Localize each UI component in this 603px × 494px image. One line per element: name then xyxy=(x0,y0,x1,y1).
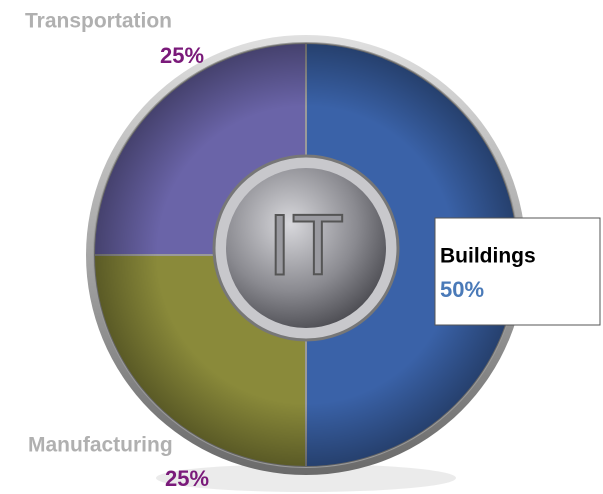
reflection xyxy=(156,464,456,492)
category-label: Transportation xyxy=(25,10,172,33)
category-label: Manufacturing xyxy=(28,434,173,457)
hub xyxy=(226,168,386,328)
center-label: IT xyxy=(268,198,344,294)
label-box xyxy=(434,217,601,326)
category-label: Buildings xyxy=(440,245,536,268)
value-label: 25% xyxy=(160,43,204,68)
value-label: 25% xyxy=(165,466,209,491)
value-label: 50% xyxy=(440,277,484,302)
